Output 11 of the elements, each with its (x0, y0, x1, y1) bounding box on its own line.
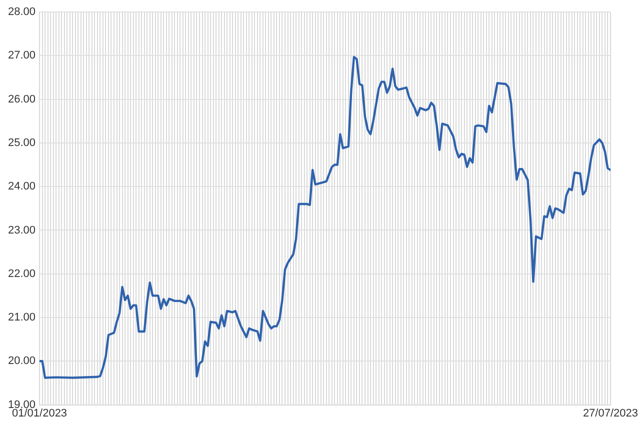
y-tick-label: 27.00 (8, 50, 36, 62)
y-tick-label: 20.00 (8, 355, 36, 368)
y-tick-label: 21.00 (8, 312, 36, 324)
y-tick-label: 25.00 (8, 136, 36, 149)
y-tick-label: 23.00 (8, 224, 36, 236)
y-tick-label: 28.00 (8, 6, 36, 18)
y-tick-label: 26.00 (8, 93, 36, 106)
x-tick-label: 01/01/2023 (12, 407, 68, 420)
y-tick-label: 22.00 (8, 268, 36, 280)
y-tick-label: 24.00 (8, 180, 36, 193)
x-tick-label: 27/07/2023 (582, 407, 638, 420)
